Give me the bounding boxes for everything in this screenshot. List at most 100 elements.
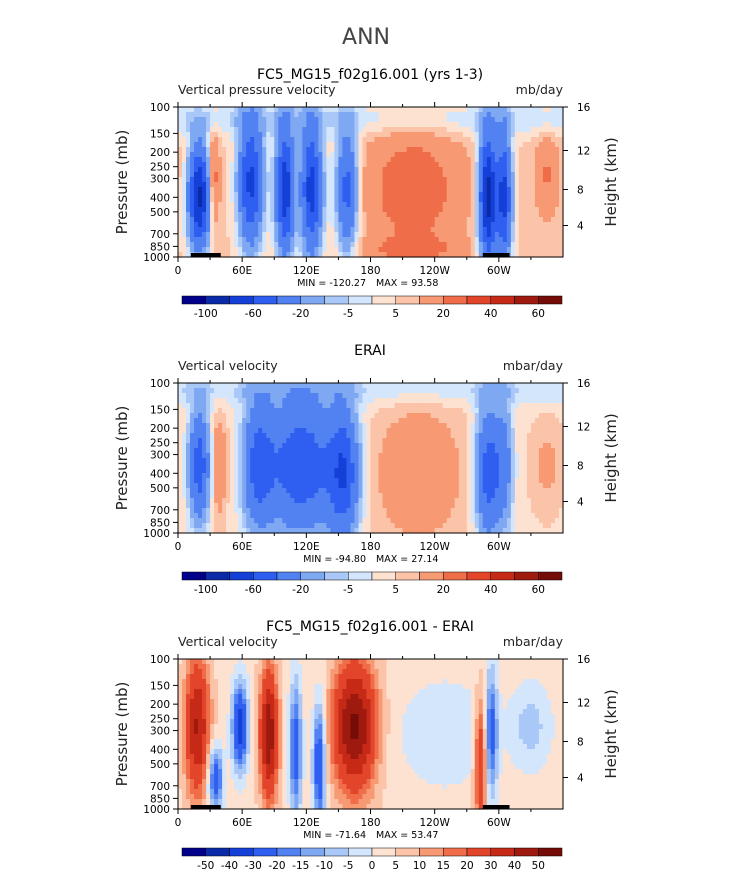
heatmap-cell: [418, 242, 424, 248]
heatmap-cell: [534, 117, 540, 123]
heatmap-cell: [406, 463, 412, 469]
heatmap-cell: [230, 152, 235, 158]
heatmap-cell: [382, 107, 388, 113]
heatmap-cell: [362, 242, 368, 248]
heatmap-cell: [374, 192, 380, 198]
heatmap-cell: [538, 433, 544, 439]
heatmap-cell: [502, 473, 508, 479]
heatmap-cell: [242, 192, 247, 198]
heatmap-cell: [522, 232, 528, 238]
heatmap-cell: [334, 217, 340, 223]
heatmap-cell: [322, 403, 327, 409]
heatmap-cell: [258, 137, 263, 143]
heatmap-cell: [318, 252, 323, 258]
heatmap-cell: [550, 207, 556, 213]
heatmap-cell: [262, 413, 267, 419]
heatmap-cell: [458, 197, 464, 203]
heatmap-cell: [522, 428, 528, 434]
heatmap-cell: [286, 122, 291, 128]
heatmap-cell: [414, 167, 420, 173]
heatmap-cell: [558, 147, 564, 153]
heatmap-cell: [274, 458, 279, 464]
heatmap-cell: [418, 162, 424, 168]
heatmap-cell: [226, 478, 231, 484]
heatmap-cell: [206, 232, 211, 238]
heatmap-cell: [402, 403, 408, 409]
heatmap-cell: [334, 383, 340, 389]
heatmap-cell: [318, 222, 323, 228]
heatmap-cell: [306, 217, 311, 223]
heatmap-cell: [262, 207, 267, 213]
heatmap-cell: [358, 388, 364, 394]
heatmap-cell: [342, 383, 348, 389]
heatmap-cell: [442, 443, 448, 449]
heatmap-cell: [550, 393, 556, 399]
heatmap-cell: [270, 398, 275, 404]
heatmap-cell: [374, 247, 380, 253]
heatmap-cell: [314, 398, 319, 404]
heatmap-cell: [482, 483, 488, 489]
heatmap-cell: [230, 192, 235, 198]
heatmap-cell: [266, 423, 271, 429]
heatmap-cell: [530, 408, 536, 414]
heatmap-cell: [182, 127, 187, 133]
heatmap-cell: [366, 142, 372, 148]
heatmap-cell: [422, 127, 428, 133]
heatmap-cell: [558, 252, 564, 258]
heatmap-cell: [462, 478, 468, 484]
heatmap-cell: [466, 167, 472, 173]
heatmap-cell: [418, 448, 424, 454]
heatmap-cell: [426, 157, 432, 163]
heatmap-cell: [354, 393, 360, 399]
heatmap-cell: [522, 453, 528, 459]
heatmap-cell: [246, 207, 251, 213]
heatmap-cell: [398, 418, 404, 424]
heatmap-cell: [414, 418, 420, 424]
heatmap-cell: [258, 408, 263, 414]
heatmap-cell: [254, 217, 259, 223]
heatmap-cell: [206, 418, 211, 424]
heatmap-cell: [506, 177, 512, 183]
heatmap-cell: [302, 247, 307, 253]
heatmap-cell: [330, 453, 336, 459]
heatmap-cell: [346, 468, 352, 474]
heatmap-cell: [290, 167, 295, 173]
heatmap-cell: [182, 463, 187, 469]
heatmap-cell: [502, 227, 508, 233]
heatmap-cell: [418, 453, 424, 459]
heatmap-cell: [326, 132, 331, 138]
heatmap-cell: [182, 207, 187, 213]
heatmap-cell: [258, 142, 263, 148]
heatmap-cell: [214, 237, 219, 243]
heatmap-cell: [266, 122, 271, 128]
heatmap-cell: [222, 403, 227, 409]
heatmap-cell: [458, 167, 464, 173]
heatmap-cell: [178, 448, 183, 454]
heatmap-cell: [526, 152, 532, 158]
heatmap-cell: [530, 418, 536, 424]
heatmap-cell: [518, 122, 524, 128]
heatmap-cells: [178, 107, 564, 258]
heatmap-cell: [306, 433, 311, 439]
heatmap-cell: [242, 147, 247, 153]
colorbar-swatch: [466, 295, 491, 305]
heatmap-cell: [318, 152, 323, 158]
heatmap-cell: [230, 162, 235, 168]
heatmap-cell: [314, 408, 319, 414]
heatmap-cell: [450, 127, 456, 133]
heatmap-cell: [390, 122, 396, 128]
heatmap-cell: [206, 458, 211, 464]
heatmap-cell: [382, 182, 388, 188]
heatmap-cell: [226, 197, 231, 203]
heatmap-cell: [414, 443, 420, 449]
heatmap-cell: [278, 388, 283, 394]
heatmap-cell: [454, 237, 460, 243]
heatmap-cell: [354, 202, 360, 208]
heatmap-cell: [494, 383, 500, 389]
heatmap-cell: [306, 383, 311, 389]
heatmap-cell: [510, 227, 516, 233]
heatmap-cell: [326, 383, 331, 389]
heatmap-cell: [482, 182, 488, 188]
heatmap-cell: [394, 187, 400, 193]
heatmap-cell: [198, 423, 203, 429]
